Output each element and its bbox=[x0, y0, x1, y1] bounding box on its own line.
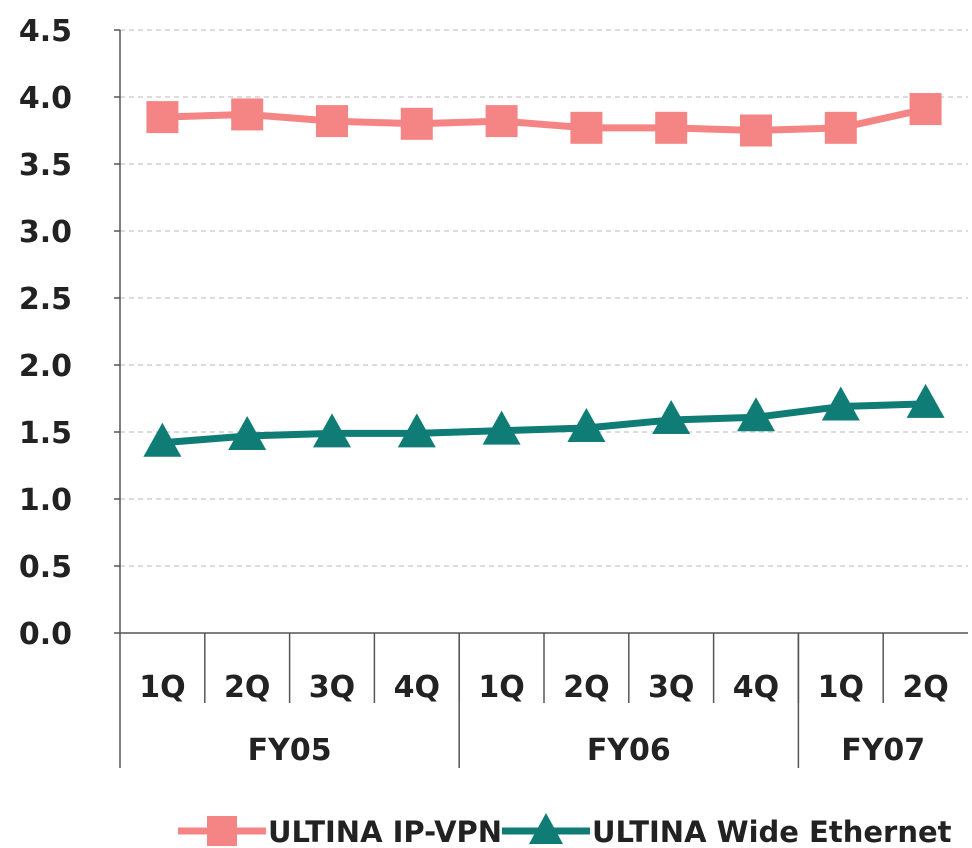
x-group-label: FY06 bbox=[587, 733, 671, 768]
data-point-triangle bbox=[567, 407, 606, 442]
x-category-label: 2Q bbox=[224, 670, 270, 705]
data-point-triangle bbox=[143, 422, 182, 457]
x-category-label: 1Q bbox=[818, 670, 864, 705]
series-layer bbox=[143, 93, 945, 457]
data-point-triangle bbox=[652, 399, 691, 434]
data-point-square bbox=[316, 105, 348, 138]
x-category-label: 4Q bbox=[733, 670, 779, 705]
legend-label: ULTINA Wide Ethernet bbox=[592, 815, 952, 848]
x-group-label: FY05 bbox=[248, 733, 332, 768]
data-point-square bbox=[485, 105, 518, 138]
y-tick-label: 1.5 bbox=[19, 416, 72, 451]
x-group-label: FY07 bbox=[841, 733, 925, 768]
data-point-triangle bbox=[228, 416, 267, 451]
series-line-1 bbox=[162, 105, 927, 134]
data-point-triangle bbox=[313, 413, 351, 448]
x-category-label: 4Q bbox=[394, 670, 440, 705]
data-point-square bbox=[909, 93, 942, 126]
data-point-triangle bbox=[482, 410, 521, 445]
legend-marker-square bbox=[207, 816, 237, 846]
y-tick-label: 0.5 bbox=[19, 550, 72, 585]
legend: ULTINA IP-VPN ULTINA Wide Ethernet bbox=[178, 813, 952, 848]
x-category-label: 3Q bbox=[309, 670, 355, 705]
data-point-square bbox=[655, 111, 688, 144]
data-point-square bbox=[740, 114, 772, 147]
legend-label: ULTINA IP-VPN bbox=[268, 815, 502, 848]
y-tick-label: 0.0 bbox=[19, 617, 72, 652]
x-category-label: 1Q bbox=[478, 670, 524, 705]
data-point-square bbox=[231, 98, 264, 131]
x-category-label: 3Q bbox=[648, 670, 694, 705]
legend-marker-triangle bbox=[529, 813, 563, 844]
gridlines bbox=[120, 29, 968, 567]
x-category-label: 2Q bbox=[902, 670, 948, 705]
data-point-square bbox=[146, 101, 179, 134]
y-tick-label: 4.5 bbox=[19, 14, 72, 49]
y-tick-label: 3.0 bbox=[19, 215, 72, 250]
data-point-triangle bbox=[906, 383, 945, 418]
x-category-label: 1Q bbox=[139, 670, 185, 705]
data-point-square bbox=[400, 107, 433, 140]
x-category-label: 2Q bbox=[563, 670, 609, 705]
axes bbox=[114, 29, 968, 768]
data-point-square bbox=[824, 111, 857, 144]
data-point-triangle bbox=[397, 413, 436, 448]
y-tick-label: 3.5 bbox=[19, 148, 72, 183]
x-axis-categories: 1Q 2Q 3Q 4Q 1Q 2Q 3Q 4Q 1Q 2Q FY05 FY06 FY07 bbox=[139, 670, 949, 768]
y-tick-label: 2.0 bbox=[19, 349, 72, 384]
series-line-2 bbox=[162, 400, 926, 447]
y-tick-label: 4.0 bbox=[19, 81, 72, 116]
y-tick-label: 1.0 bbox=[19, 483, 72, 518]
y-tick-label: 2.5 bbox=[19, 282, 72, 317]
data-point-triangle bbox=[737, 397, 775, 432]
data-point-square bbox=[570, 111, 603, 144]
y-axis-ticks: 0.0 0.5 1.0 1.5 2.0 2.5 3.0 3.5 4.0 4.5 bbox=[19, 14, 72, 652]
data-point-triangle bbox=[821, 386, 860, 421]
